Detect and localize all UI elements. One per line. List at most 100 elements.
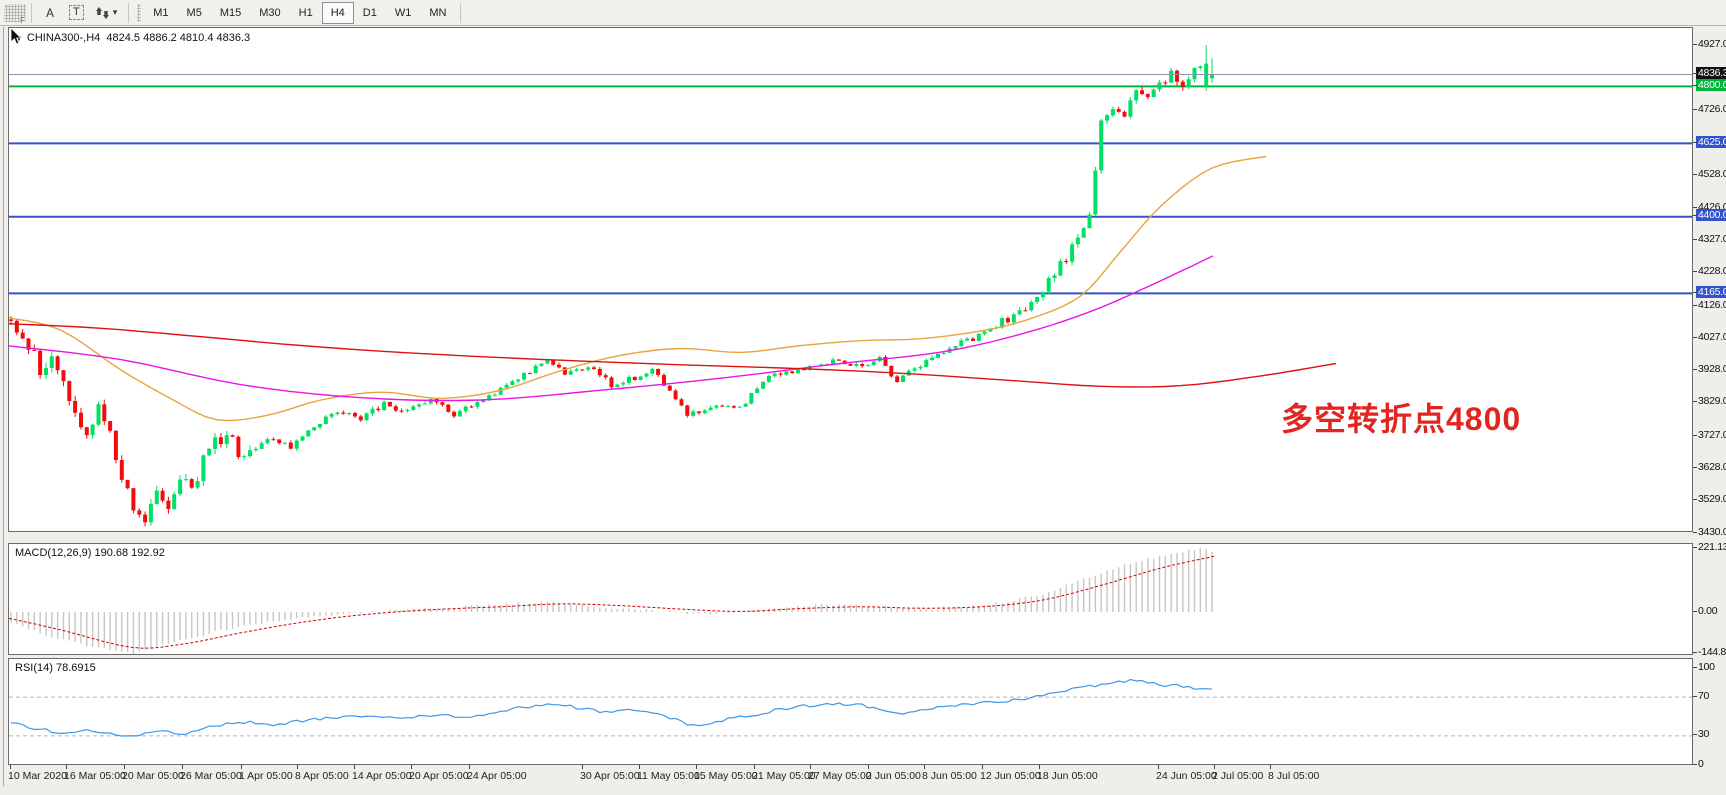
- time-tick-mark: [1158, 765, 1159, 769]
- timeframe-button-w1[interactable]: W1: [394, 6, 412, 19]
- timeframe-button-m30[interactable]: M30: [259, 6, 281, 19]
- candlestick-chart[interactable]: [9, 28, 1692, 531]
- time-tick-mark: [66, 765, 67, 769]
- price-tick-label: 4726.0: [1692, 103, 1726, 115]
- time-tick-label: 15 May 05:00: [694, 770, 758, 782]
- time-tick-label: 11 May 05:00: [637, 770, 700, 782]
- time-tick-label: 1 Apr 05:00: [239, 770, 293, 782]
- price-tick-label: 3628.0: [1692, 461, 1726, 473]
- time-tick-mark: [1214, 765, 1215, 769]
- price-tick-label: 3829.0: [1692, 395, 1726, 407]
- rsi-tick-label: 100: [1693, 660, 1715, 673]
- price-tick-label: 4327.0: [1692, 233, 1726, 245]
- toolbar-separator: [460, 2, 462, 23]
- chevron-down-icon: ▾: [112, 7, 118, 17]
- time-tick-mark: [297, 765, 298, 769]
- ohlc-values: 4824.5 4886.2 4810.4 4836.3: [106, 32, 251, 44]
- time-tick-mark: [1270, 765, 1271, 769]
- price-tick-label: 4836.3: [1692, 67, 1726, 79]
- macd-tick-label: -144.84: [1693, 646, 1726, 658]
- timeframe-button-m15[interactable]: M15: [219, 6, 242, 19]
- time-tick-label: 27 May 05:00: [808, 770, 872, 782]
- timeframe-button-h1[interactable]: H1: [298, 6, 313, 19]
- time-tick-label: 2 Jun 05:00: [866, 770, 921, 782]
- toolbar-grip-icon[interactable]: F: [4, 3, 26, 25]
- timeframe-button-m1[interactable]: M1: [153, 6, 169, 19]
- time-tick-label: 8 Jun 05:00: [922, 770, 977, 782]
- time-tick-label: 24 Jun 05:00: [1156, 770, 1217, 782]
- time-axis[interactable]: 10 Mar 2020 16 Mar 05:00 20 Mar 05:00 26 Ma…: [8, 765, 1698, 786]
- time-tick-label: 21 May 05:00: [752, 770, 816, 782]
- mouse-cursor-icon: [10, 28, 22, 45]
- text-tool-button[interactable]: T: [64, 2, 89, 24]
- main-chart-panel: ▼ CHINA300-,H4 4824.5 4886.2 4810.4 4836.…: [8, 27, 1693, 532]
- price-tick-label: 3430.0: [1692, 526, 1726, 538]
- price-tick-label: 4528.0: [1692, 168, 1726, 180]
- timeframe-group: M1 M5 M15 M30 H1 H4 D1 W1 MN: [144, 1, 455, 24]
- rsi-panel: RSI(14) 78.6915: [8, 658, 1693, 765]
- price-tick-label: 4126.0: [1692, 299, 1726, 311]
- time-tick-mark: [754, 765, 755, 769]
- time-tick-label: 10 Mar 2020: [8, 770, 67, 782]
- arrows-icon: [95, 6, 109, 19]
- rsi-label: RSI(14) 78.6915: [15, 662, 96, 674]
- annotation-text[interactable]: 多空转折点4800: [1281, 401, 1522, 437]
- toolbar-grip-icon[interactable]: [137, 3, 142, 22]
- font-tool-icon: A: [45, 5, 54, 20]
- time-tick-mark: [639, 765, 640, 769]
- price-tick-label: 4400.0: [1692, 209, 1726, 222]
- macd-tick-label: 0.00: [1692, 604, 1718, 617]
- macd-panel: MACD(12,26,9) 190.68 192.92: [8, 543, 1693, 655]
- price-tick-label: 3928.0: [1692, 363, 1726, 375]
- time-tick-mark: [124, 765, 125, 769]
- time-tick-label: 30 Apr 05:00: [580, 770, 640, 782]
- time-tick-mark: [182, 765, 183, 769]
- timeframe-button-mn[interactable]: MN: [429, 6, 447, 19]
- price-tick-label: 4800.0: [1692, 78, 1726, 91]
- time-tick-mark: [1039, 765, 1040, 769]
- timeframe-button-m5[interactable]: M5: [186, 6, 202, 19]
- rsi-chart[interactable]: [9, 659, 1692, 764]
- price-tick-label: 4927.0: [1692, 38, 1726, 50]
- time-tick-mark: [810, 765, 811, 769]
- price-tick-label: 4027.0: [1692, 331, 1726, 343]
- toolbar-separator: [31, 2, 32, 23]
- symbol-period-label: CHINA300-,H4: [26, 32, 101, 44]
- time-tick-label: 8 Jul 05:00: [1268, 770, 1320, 782]
- time-tick-label: 2 Jul 05:00: [1212, 770, 1264, 782]
- time-tick-mark: [696, 765, 697, 769]
- arrows-tool-button[interactable]: ▾: [91, 2, 123, 24]
- toolbar-separator: [128, 2, 130, 23]
- rsi-tick-label: 0: [1693, 757, 1704, 770]
- time-tick-label: 16 Mar 05:00: [64, 770, 126, 782]
- rsi-tick-label: 70: [1692, 689, 1710, 702]
- macd-label: MACD(12,26,9) 190.68 192.92: [15, 547, 165, 559]
- time-tick-mark: [582, 765, 583, 769]
- timeframe-button-d1[interactable]: D1: [362, 6, 377, 19]
- time-tick-mark: [354, 765, 355, 769]
- window-edge: [3, 27, 4, 786]
- price-tick-label: 3727.0: [1692, 429, 1726, 441]
- symbol-dropdown-arrow[interactable]: ▼: [15, 34, 23, 43]
- chart-title: ▼ CHINA300-,H4 4824.5 4886.2 4810.4 4836.…: [15, 32, 250, 44]
- time-tick-mark: [411, 765, 412, 769]
- time-tick-mark: [868, 765, 869, 769]
- rsi-tick-label: 30: [1692, 728, 1710, 741]
- time-tick-mark: [469, 765, 470, 769]
- time-tick-mark: [10, 765, 11, 769]
- time-tick-mark: [924, 765, 925, 769]
- time-tick-label: 24 Apr 05:00: [467, 770, 527, 782]
- macd-chart[interactable]: [9, 544, 1692, 654]
- time-tick-mark: [241, 765, 242, 769]
- price-tick-label: 4165.0: [1692, 285, 1726, 298]
- price-tick-label: 3529.0: [1692, 493, 1726, 505]
- time-tick-label: 20 Mar 05:00: [122, 770, 184, 782]
- timeframe-button-h4[interactable]: H4: [321, 1, 354, 24]
- price-tick-label: 4625.0: [1692, 135, 1726, 148]
- time-tick-label: 20 Apr 05:00: [409, 770, 469, 782]
- time-tick-label: 18 Jun 05:00: [1037, 770, 1098, 782]
- font-tool-button[interactable]: A: [38, 2, 62, 24]
- time-tick-label: 14 Apr 05:00: [352, 770, 412, 782]
- time-tick-mark: [982, 765, 983, 769]
- time-tick-label: 8 Apr 05:00: [295, 770, 349, 782]
